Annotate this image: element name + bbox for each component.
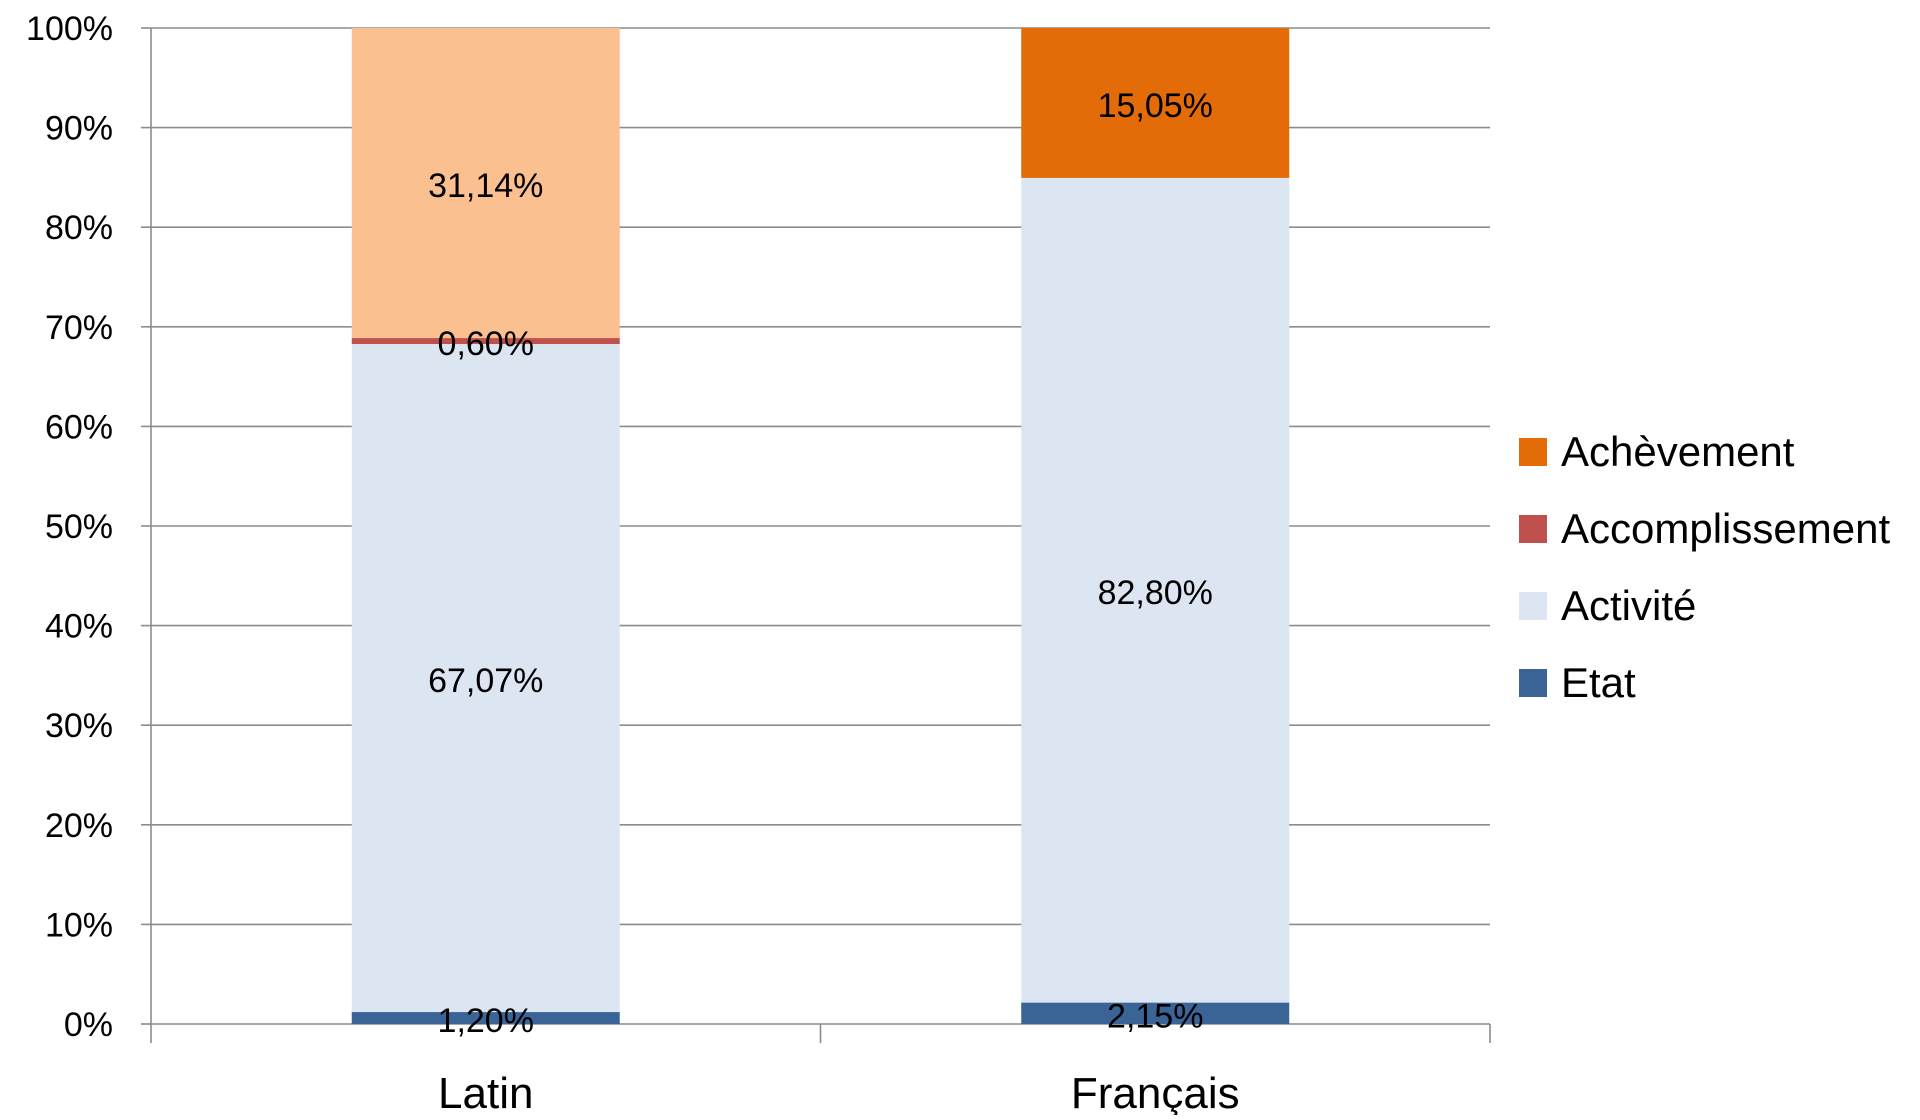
data-label: 2,15% (1107, 997, 1203, 1035)
legend-label: Activité (1561, 582, 1696, 629)
data-label: 67,07% (428, 662, 543, 700)
legend-swatch (1519, 515, 1547, 543)
y-tick-label: 70% (45, 309, 113, 347)
x-category-label: Français (1071, 1069, 1240, 1115)
axes: 0% 10% 20% 30% 40% 50% 60% 70% 80% 90% 100% Latin Fr… (26, 10, 1491, 1118)
bar-segment-activité (351, 344, 620, 1013)
data-label: 1,20% (438, 1002, 534, 1040)
bar-segment-etat (351, 1012, 620, 1024)
legend-label: Etat (1561, 659, 1636, 706)
legend-label: Achèvement (1561, 428, 1795, 475)
y-tick-label: 90% (45, 110, 113, 148)
y-tick-label: 0% (64, 1006, 113, 1044)
x-category-label: Latin (438, 1069, 533, 1115)
data-labels: 1,20% 67,07% 0,60% 31,14% 2,15% 82,80% 15,05% (428, 87, 1213, 1040)
legend-swatch (1519, 592, 1547, 620)
y-tick-label: 100% (26, 10, 113, 48)
y-tick-label: 80% (45, 209, 113, 247)
bar-segment-achèvement (351, 27, 620, 339)
legend-swatch (1519, 669, 1547, 697)
data-label: 82,80% (1098, 574, 1213, 612)
data-label: 15,05% (1098, 87, 1213, 125)
bars (351, 27, 1290, 1024)
legend: Achèvement Accomplissement Activité Etat (1519, 428, 1890, 706)
legend-swatch (1519, 438, 1547, 466)
legend-label: Accomplissement (1561, 505, 1890, 552)
bar-segment-achèvement (1021, 28, 1290, 178)
data-label: 31,14% (428, 167, 543, 205)
y-tick-label: 50% (45, 508, 113, 546)
y-tick-label: 10% (45, 906, 113, 944)
y-tick-label: 60% (45, 408, 113, 446)
y-tick-label: 30% (45, 707, 113, 745)
bar-segment-accomplissement (351, 338, 620, 345)
y-tick-label: 20% (45, 807, 113, 845)
data-label: 0,60% (438, 325, 534, 363)
y-tick-label: 40% (45, 608, 113, 646)
bar-segment-etat (1021, 1002, 1290, 1024)
bar-segment-activité (1021, 177, 1290, 1003)
